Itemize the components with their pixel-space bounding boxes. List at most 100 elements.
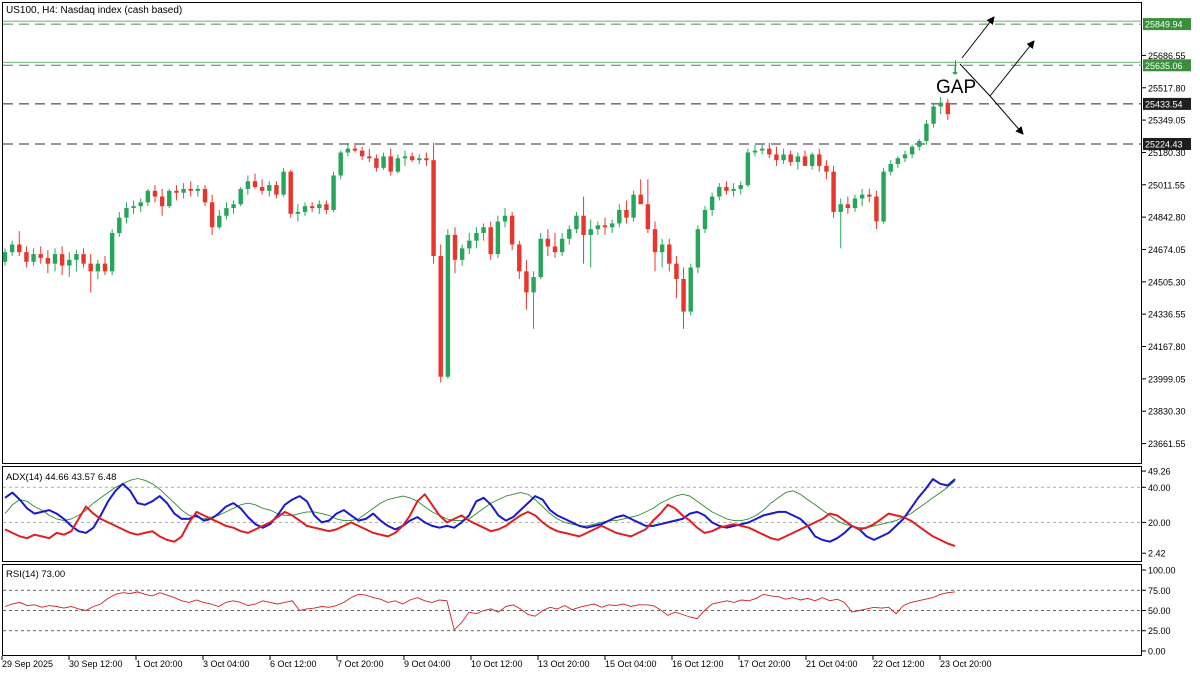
candle-body xyxy=(917,141,922,147)
candle xyxy=(524,259,529,310)
candle-body xyxy=(217,215,222,228)
candle xyxy=(795,152,801,170)
candle-body xyxy=(888,164,893,172)
candle xyxy=(824,160,829,180)
candle-body xyxy=(638,194,643,205)
candle-body xyxy=(281,171,286,195)
candle xyxy=(502,208,508,228)
candle xyxy=(545,229,551,256)
candle-body xyxy=(709,196,715,210)
candle-body xyxy=(645,204,651,230)
arrow-down-to-25224 xyxy=(989,95,1024,135)
candle xyxy=(374,154,379,172)
candle-body xyxy=(102,263,108,272)
candle xyxy=(381,152,386,170)
candle-body xyxy=(659,244,665,253)
candle xyxy=(24,246,29,268)
candle-body xyxy=(945,102,951,115)
candle-body xyxy=(117,217,122,233)
candle xyxy=(338,150,343,180)
candle xyxy=(759,144,765,155)
candle-body xyxy=(359,150,365,157)
candle-body xyxy=(924,123,929,141)
candle-body xyxy=(374,158,379,168)
candle-body xyxy=(674,263,679,279)
candle xyxy=(252,173,258,189)
price-levels: 25849.94 25635.06 25433.54 25224.43 xyxy=(3,18,1191,150)
candle xyxy=(17,231,22,256)
candle xyxy=(345,142,351,157)
candle xyxy=(809,152,815,170)
candle xyxy=(395,154,401,174)
candle-body xyxy=(631,194,636,218)
candle-body xyxy=(95,263,101,272)
candle-body xyxy=(952,72,958,74)
candle xyxy=(624,200,629,224)
candle xyxy=(281,167,286,197)
candle-body xyxy=(881,171,886,222)
candle-body xyxy=(931,106,936,124)
candle xyxy=(495,215,501,258)
candle xyxy=(152,185,158,203)
candle xyxy=(59,246,65,276)
candle-body xyxy=(309,206,315,209)
candle-body xyxy=(174,190,179,193)
candle-body xyxy=(152,190,158,197)
candle xyxy=(874,190,879,230)
candle xyxy=(202,185,208,207)
rsi-panel: 100.00 75.00 50.00 25.00 0.00 xyxy=(3,566,1176,656)
candle-body xyxy=(24,252,29,262)
candle xyxy=(659,238,665,268)
candle-body xyxy=(909,146,915,155)
candle-body xyxy=(452,234,458,260)
candle xyxy=(888,160,893,176)
time-tick-label: 10 Oct 12:00 xyxy=(471,659,523,669)
rsi-header: RSI(14) 73.00 xyxy=(6,569,65,580)
candle xyxy=(517,240,522,279)
candle-body xyxy=(574,215,579,230)
candle xyxy=(74,250,79,272)
candle xyxy=(674,256,679,299)
candle-body xyxy=(167,190,172,207)
candle xyxy=(467,233,472,255)
candle-body xyxy=(195,188,201,191)
candle-body xyxy=(688,267,693,312)
candle xyxy=(617,204,622,228)
candle xyxy=(295,204,301,222)
adx-tick-label: 20.00 xyxy=(1148,518,1171,528)
candle xyxy=(902,150,908,163)
candle-body xyxy=(702,210,708,230)
candle xyxy=(224,202,229,220)
candle xyxy=(445,229,451,379)
candle-body xyxy=(188,188,193,191)
candle xyxy=(331,171,336,212)
candle-body xyxy=(624,210,629,218)
candle-body xyxy=(331,175,336,210)
time-tick-label: 17 Oct 20:00 xyxy=(739,659,791,669)
candle xyxy=(388,148,393,176)
level-price-tag xyxy=(1143,18,1191,31)
candle-body xyxy=(731,188,736,191)
adx-panel-frame xyxy=(2,466,1142,562)
candle xyxy=(667,238,672,272)
time-tick-label: 15 Oct 04:00 xyxy=(605,659,657,669)
candle-body xyxy=(9,244,15,253)
candle xyxy=(174,185,179,201)
candle-body xyxy=(295,211,301,214)
candle-body xyxy=(552,246,558,253)
price-tick-label: 24674.05 xyxy=(1148,245,1186,255)
candle-body xyxy=(681,279,686,312)
candle-body xyxy=(402,156,408,159)
candle-body xyxy=(145,190,151,203)
time-tick-label: 21 Oct 04:00 xyxy=(806,659,858,669)
time-tick-label: 13 Oct 20:00 xyxy=(538,659,590,669)
candle-body xyxy=(52,254,58,264)
rsi-tick-label: 25.00 xyxy=(1148,626,1171,636)
candle xyxy=(738,181,743,195)
candle xyxy=(417,154,422,164)
candle xyxy=(609,219,615,233)
candle-body xyxy=(759,148,765,151)
adx-tick-label: 49.26 xyxy=(1148,467,1171,477)
price-axis: 25686.55 25517.80 25349.05 25180.30 25011.55… xyxy=(1142,51,1186,449)
